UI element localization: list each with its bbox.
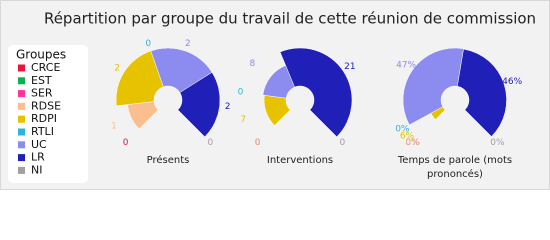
value-label: 47% [396,61,416,71]
legend-swatch [18,154,25,162]
pie-slice [177,71,221,138]
chart-title: Répartition par groupe du travail de cet… [44,10,536,28]
legend-label: CRCE [31,61,60,74]
value-label: 0% [490,138,505,148]
legend-swatch [18,115,25,123]
legend-swatch [18,166,25,174]
value-label: 0% [405,138,420,148]
value-label: 0 [255,138,261,148]
legend-swatch [18,64,25,72]
value-label: 2 [185,39,191,49]
value-label: 0 [255,138,261,148]
chart: Répartition par groupe du travail de cet… [0,0,550,190]
pie-slice [279,47,353,138]
value-label: 0% [405,138,420,148]
value-label: 7 [240,115,246,125]
value-label: 0% [405,138,420,148]
value-label: 0% [395,124,410,134]
value-label: 0 [123,138,129,148]
legend-swatch [18,128,25,136]
legend-label: RDSE [31,99,61,112]
value-label: 8 [250,59,256,69]
pie-slice [150,47,213,93]
value-label: 1 [111,122,117,132]
legend-swatch [18,141,25,149]
legend-swatch [18,90,25,98]
value-label: 0 [208,138,214,148]
legend-label: RDPI [31,112,57,125]
value-label: 2 [114,64,120,74]
value-label: 0% [405,138,420,148]
value-label: 2 [225,102,231,112]
legend-swatch [18,77,25,85]
value-label: 0 [255,138,261,148]
value-label: 0 [123,138,129,148]
value-label: 21 [344,62,355,72]
value-label: 0 [123,138,129,148]
pie-slice [402,47,464,126]
pie-title: Temps de parole (mots prononcés) [397,155,513,180]
value-label: 0 [255,138,261,148]
value-label: 0 [340,138,346,148]
legend-label: EST [31,74,52,87]
value-label: 46% [502,77,522,87]
legend-swatch [18,102,25,110]
legend-label: SER [31,87,53,100]
legend-label: LR [31,151,45,164]
value-label: 0 [145,39,151,49]
value-label: 0 [238,88,244,98]
legend-title: Groupes [16,48,66,62]
legend-box [8,45,88,183]
pie-slice [115,50,164,107]
pie-slice [457,48,507,137]
legend-label: UC [31,138,47,151]
legend-label: NI [31,163,42,176]
legend-label: RTLI [31,125,54,138]
pie-title: Présents [146,155,190,166]
page: Répartition par groupe du travail de cet… [0,0,550,190]
pie-title: Interventions [266,155,334,166]
value-label: 6% [400,131,415,141]
